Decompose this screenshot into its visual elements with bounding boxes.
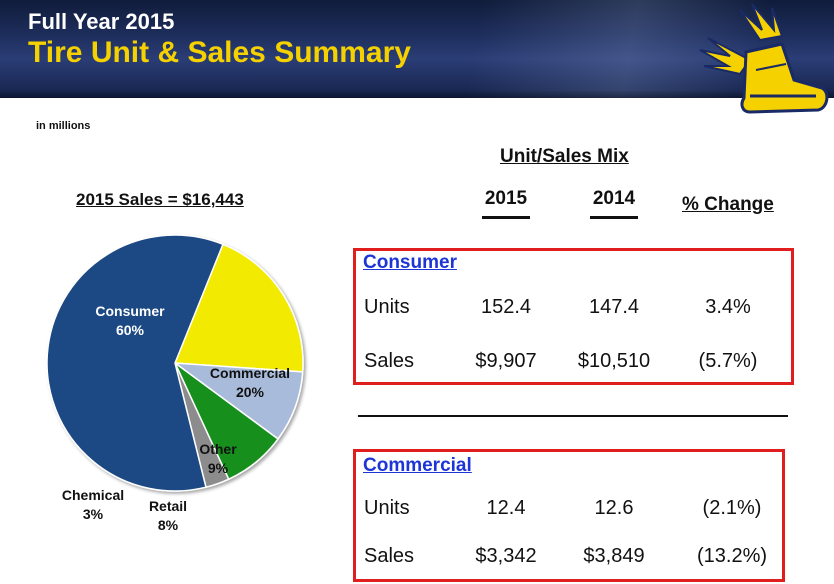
pie-label-consumer-name: Consumer — [95, 303, 165, 319]
pie-label-commercial-value: 20% — [235, 384, 265, 400]
header-title-main: Tire Unit & Sales Summary — [28, 36, 411, 69]
section-title-commercial[interactable]: Commercial — [363, 455, 472, 476]
header-title-year: Full Year 2015 — [28, 9, 175, 34]
units-note: in millions — [36, 120, 91, 132]
pie-slice-consumer — [46, 234, 224, 492]
pie-slice-commercial — [173, 243, 304, 373]
pie-title: 2015 Sales = $16,443 — [76, 190, 244, 209]
winged-foot-logo-icon — [699, 3, 829, 114]
consumer-sales-label: Sales — [364, 350, 415, 372]
pie-label-retail-name: Retail — [148, 498, 188, 514]
consumer-units-2014: 147.4 — [588, 296, 640, 318]
commercial-units-2015: 12.4 — [486, 497, 526, 519]
consumer-units-label: Units — [364, 296, 410, 318]
commercial-box — [353, 449, 785, 582]
commercial-units-2014: 12.6 — [594, 497, 634, 519]
pie-label-chemical: Chemical 3% — [50, 486, 136, 524]
pie-label-retail: Retail 8% — [136, 497, 200, 535]
pie-label-chemical-name: Chemical — [61, 487, 125, 503]
commercial-sales-2014: $3,849 — [583, 545, 645, 567]
column-2014: 2014 — [590, 188, 638, 219]
mix-title: Unit/Sales Mix — [500, 146, 629, 167]
pie-label-other-name: Other — [199, 441, 237, 457]
consumer-box — [353, 248, 794, 385]
pie-label-other-value: 9% — [207, 460, 229, 476]
commercial-sales-2015: $3,342 — [475, 545, 537, 567]
consumer-sales-2015: $9,907 — [475, 350, 537, 372]
commercial-units-label: Units — [364, 497, 410, 519]
pie-label-commercial-name: Commercial — [209, 365, 291, 381]
pie-label-commercial: Commercial 20% — [198, 364, 302, 402]
consumer-units-2015: 152.4 — [480, 296, 532, 318]
consumer-sales-2014: $10,510 — [577, 350, 651, 372]
pie-label-consumer: Consumer 60% — [82, 302, 178, 340]
column-2015: 2015 — [482, 188, 530, 219]
commercial-sales-change: (13.2%) — [696, 545, 768, 567]
commercial-units-change: (2.1%) — [702, 497, 762, 519]
pie-label-retail-value: 8% — [157, 517, 179, 533]
commercial-sales-label: Sales — [364, 545, 415, 567]
section-title-consumer[interactable]: Consumer — [363, 252, 457, 273]
pie-label-consumer-value: 60% — [115, 322, 145, 338]
sales-pie-chart — [46, 234, 304, 492]
pie-label-chemical-value: 3% — [82, 506, 104, 522]
consumer-sales-change: (5.7%) — [698, 350, 758, 372]
column-change: % Change — [682, 194, 774, 215]
consumer-units-change: 3.4% — [705, 296, 751, 318]
section-divider — [358, 415, 788, 417]
pie-label-other: Other 9% — [190, 440, 246, 478]
